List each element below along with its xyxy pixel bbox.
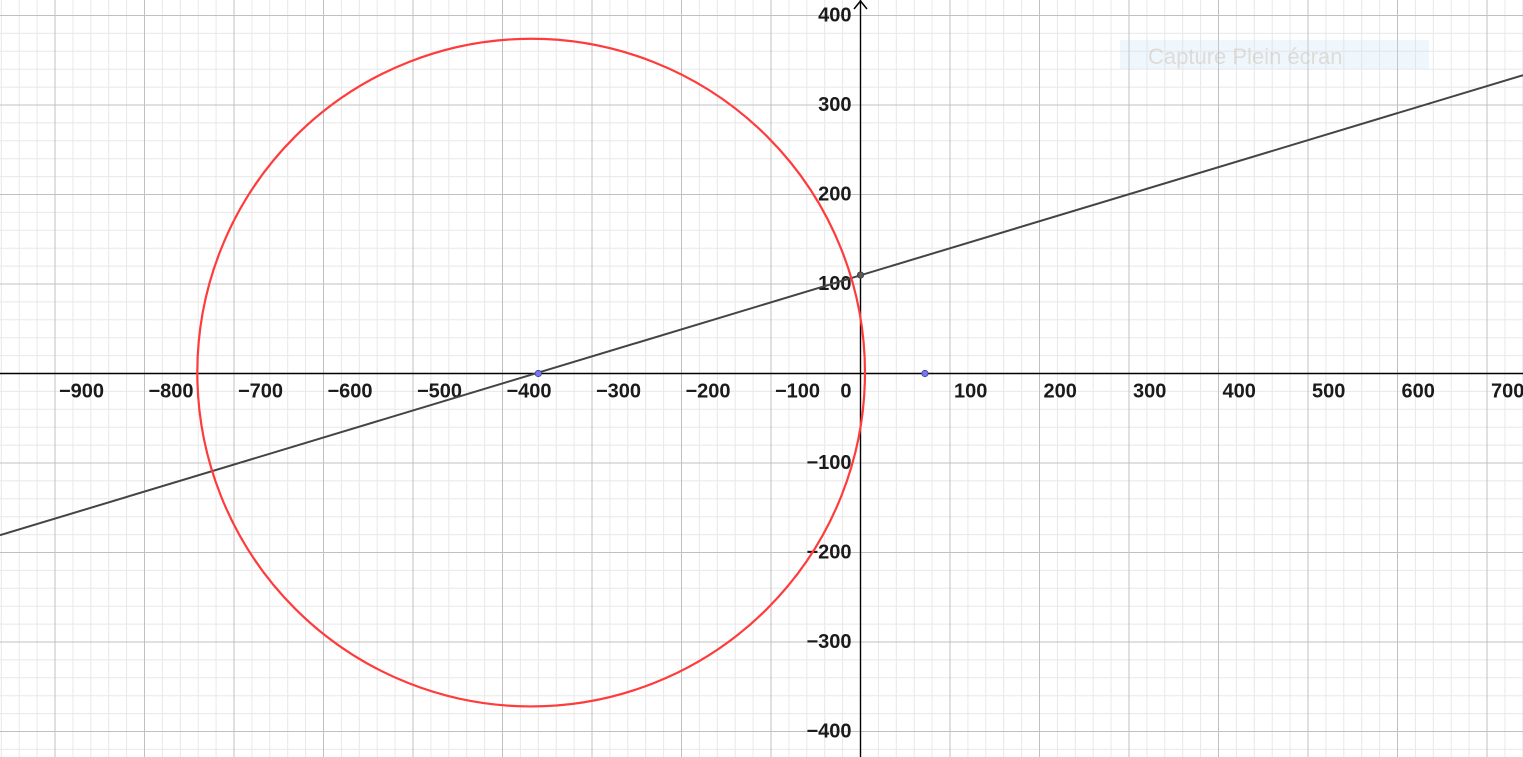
svg-text:−300: −300: [596, 381, 641, 403]
svg-text:−900: −900: [59, 381, 104, 403]
svg-text:300: 300: [1133, 381, 1166, 403]
svg-text:400: 400: [818, 5, 851, 27]
svg-text:−800: −800: [149, 381, 194, 403]
svg-text:−300: −300: [806, 631, 851, 653]
svg-text:300: 300: [818, 94, 851, 116]
svg-text:−400: −400: [806, 721, 851, 743]
svg-text:−400: −400: [507, 381, 552, 403]
svg-text:−200: −200: [686, 381, 731, 403]
svg-text:−500: −500: [417, 381, 462, 403]
svg-text:−700: −700: [238, 381, 283, 403]
svg-text:400: 400: [1223, 381, 1256, 403]
svg-text:100: 100: [954, 381, 987, 403]
svg-text:−600: −600: [328, 381, 373, 403]
svg-text:500: 500: [1312, 381, 1345, 403]
svg-text:−100: −100: [806, 452, 851, 474]
svg-text:200: 200: [818, 184, 851, 206]
svg-text:−100: −100: [775, 381, 820, 403]
svg-text:200: 200: [1044, 381, 1077, 403]
svg-text:700: 700: [1491, 381, 1523, 403]
svg-text:0: 0: [840, 381, 851, 403]
svg-text:600: 600: [1402, 381, 1435, 403]
